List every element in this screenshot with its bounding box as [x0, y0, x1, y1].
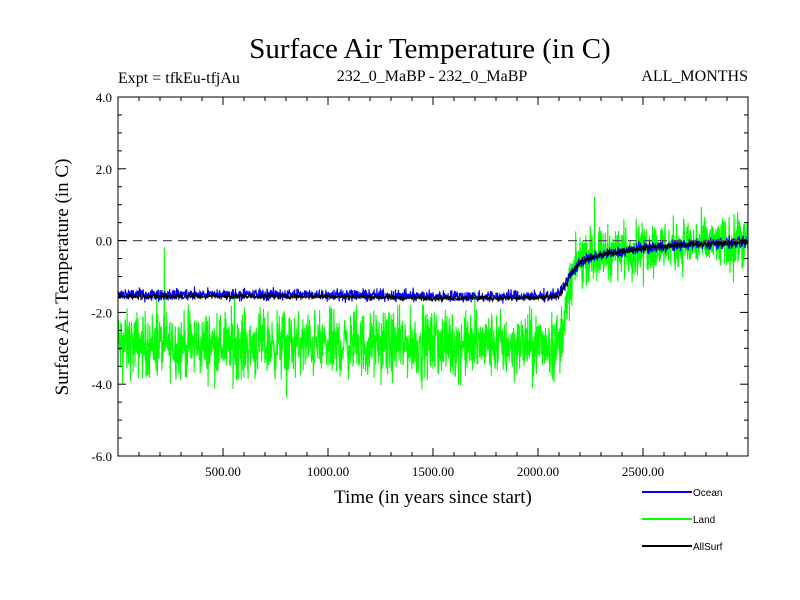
chart-title: Surface Air Temperature (in C)	[249, 33, 610, 65]
series-line-allsurf	[118, 238, 748, 303]
x-tick-label: 2000.00	[517, 464, 559, 479]
series-line-land	[118, 196, 748, 398]
legend: Ocean Land AllSurf	[642, 488, 723, 553]
subtitle-experiment: Expt = tfkEu-tfjAu	[118, 70, 240, 87]
y-tick-label: -6.0	[91, 449, 112, 464]
y-tick-label: 2.0	[96, 162, 112, 177]
y-tick-label: -2.0	[91, 305, 112, 320]
y-tick-label: 0.0	[96, 234, 112, 249]
axes-layer: 500.00 1000.00 1500.00 2000.00 2500.00 -6.0 -4…	[91, 90, 749, 479]
subtitle-period: 232_0_MaBP - 232_0_MaBP	[337, 68, 528, 85]
legend-label-allsurf: AllSurf	[693, 542, 723, 553]
y-tick-label: -4.0	[91, 377, 112, 392]
legend-label-ocean: Ocean	[693, 488, 722, 499]
y-tick-label: 4.0	[96, 90, 112, 105]
x-tick-label: 1000.00	[307, 464, 349, 479]
y-axis-label: Surface Air Temperature (in C)	[52, 159, 73, 396]
legend-label-land: Land	[693, 515, 715, 526]
x-axis-label: Time (in years since start)	[334, 487, 532, 508]
series-line-ocean	[118, 235, 748, 304]
x-tick-label: 2500.00	[622, 464, 664, 479]
subtitle-months: ALL_MONTHS	[641, 68, 748, 85]
x-tick-label: 1500.00	[412, 464, 454, 479]
series-layer	[118, 196, 748, 398]
x-tick-label: 500.00	[205, 464, 241, 479]
